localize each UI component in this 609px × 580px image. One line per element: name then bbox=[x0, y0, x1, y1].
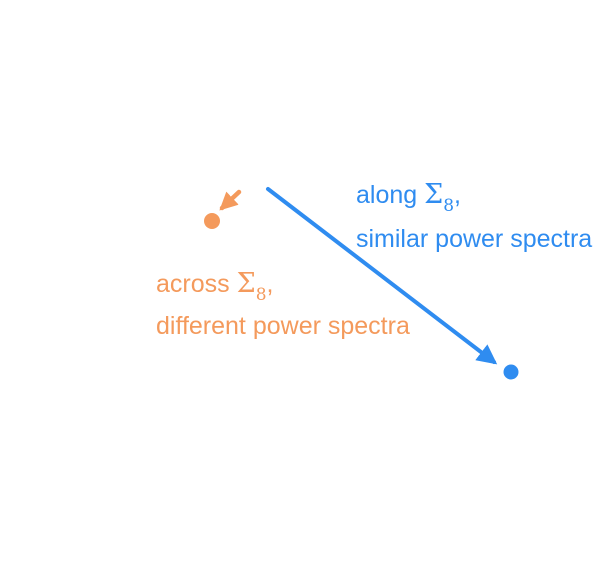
across-arrow bbox=[219, 189, 242, 211]
along-label-line1: along Σ8, bbox=[356, 179, 461, 216]
along-arrow bbox=[266, 187, 498, 365]
across-endpoint-dot bbox=[204, 213, 220, 229]
across-label-line2: different power spectra bbox=[156, 312, 410, 340]
across-label-line1: across Σ8, bbox=[156, 268, 273, 305]
along-label-line2: similar power spectra bbox=[356, 225, 592, 253]
along-endpoint-dot bbox=[503, 364, 519, 380]
